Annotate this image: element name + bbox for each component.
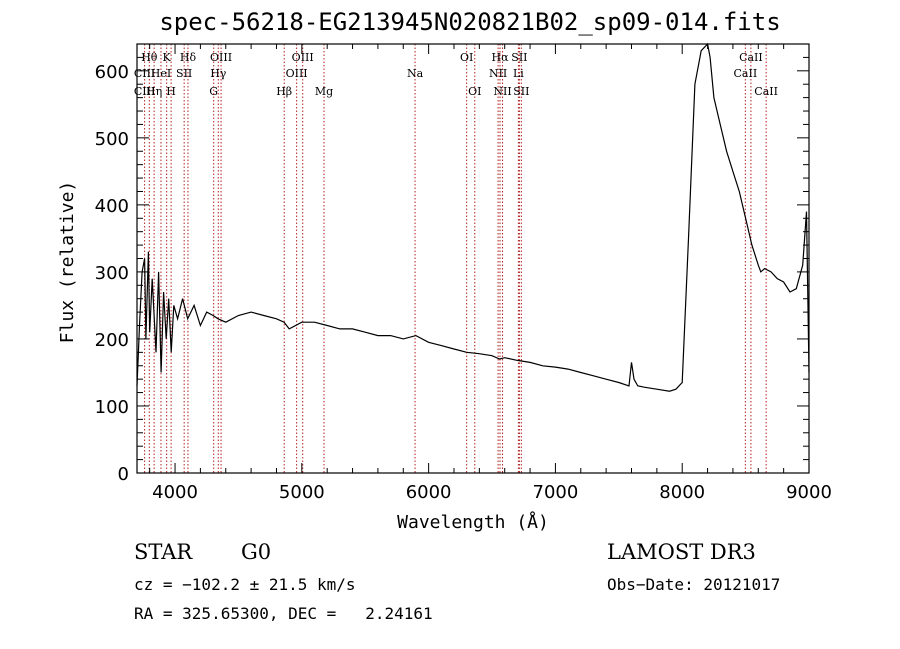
y-tick-label: 200 bbox=[95, 330, 129, 351]
line-label: Mg bbox=[315, 85, 333, 98]
y-tick-label: 0 bbox=[118, 464, 129, 485]
line-label: Li bbox=[513, 67, 524, 80]
line-label: G bbox=[209, 85, 218, 98]
obs-date: Obs−Date: 20121017 bbox=[607, 575, 781, 594]
line-label: CaII bbox=[754, 85, 778, 98]
line-label: K bbox=[163, 51, 172, 64]
axis-ticks: 4000 5000 6000 7000 8000 9000 0 100 200 300 400 500… bbox=[95, 44, 832, 503]
line-label: HeI bbox=[151, 67, 171, 80]
y-tick-label: 300 bbox=[95, 263, 129, 284]
line-label: SII bbox=[511, 51, 527, 64]
line-label: Hδ bbox=[180, 51, 197, 64]
x-axis-label: Wavelength (Å) bbox=[397, 511, 549, 533]
page-title: spec-56218-EG213945N020821B02_sp09-014.f… bbox=[159, 8, 781, 36]
line-label: OIII bbox=[210, 51, 232, 64]
line-label: Hβ bbox=[276, 85, 292, 98]
x-tick-label: 7000 bbox=[533, 482, 579, 503]
line-label: SII bbox=[176, 67, 192, 80]
line-label: Hη bbox=[146, 85, 162, 98]
y-axis-label: Flux (relative) bbox=[57, 181, 78, 344]
x-tick-label: 4000 bbox=[152, 482, 198, 503]
line-label: CaII bbox=[734, 67, 758, 80]
line-label: SII bbox=[513, 85, 529, 98]
line-label: NII bbox=[489, 67, 507, 80]
survey-label: LAMOST DR3 bbox=[607, 540, 756, 564]
y-tick-label: 100 bbox=[95, 397, 129, 418]
line-label: Na bbox=[407, 67, 424, 80]
line-label: OI bbox=[468, 85, 481, 98]
cz-value: cz = −102.2 ± 21.5 km/s bbox=[134, 575, 356, 594]
line-label: OI bbox=[460, 51, 473, 64]
object-subclass: G0 bbox=[241, 540, 272, 564]
line-markers bbox=[144, 44, 767, 473]
flux-series-line bbox=[136, 42, 810, 392]
line-label: Hα bbox=[491, 51, 509, 64]
coordinates: RA = 325.65300, DEC = 2.24161 bbox=[134, 604, 433, 623]
y-tick-label: 600 bbox=[95, 62, 129, 83]
line-label: Hθ bbox=[141, 51, 158, 64]
x-tick-label: 8000 bbox=[659, 482, 705, 503]
x-tick-label: 9000 bbox=[786, 482, 832, 503]
x-tick-label: 6000 bbox=[406, 482, 452, 503]
line-label: CaII bbox=[739, 51, 763, 64]
line-label: H bbox=[166, 85, 176, 98]
line-label: OIII bbox=[292, 51, 314, 64]
y-tick-label: 400 bbox=[95, 196, 129, 217]
line-label: OIII bbox=[286, 67, 308, 80]
x-tick-label: 5000 bbox=[279, 482, 325, 503]
line-label: Hγ bbox=[210, 67, 227, 80]
object-class: STAR bbox=[134, 540, 193, 564]
y-tick-label: 500 bbox=[95, 129, 129, 150]
line-label: CIII bbox=[134, 67, 155, 80]
line-label: NII bbox=[493, 85, 511, 98]
line-label: CIII bbox=[134, 85, 155, 98]
plot-frame bbox=[136, 43, 810, 474]
